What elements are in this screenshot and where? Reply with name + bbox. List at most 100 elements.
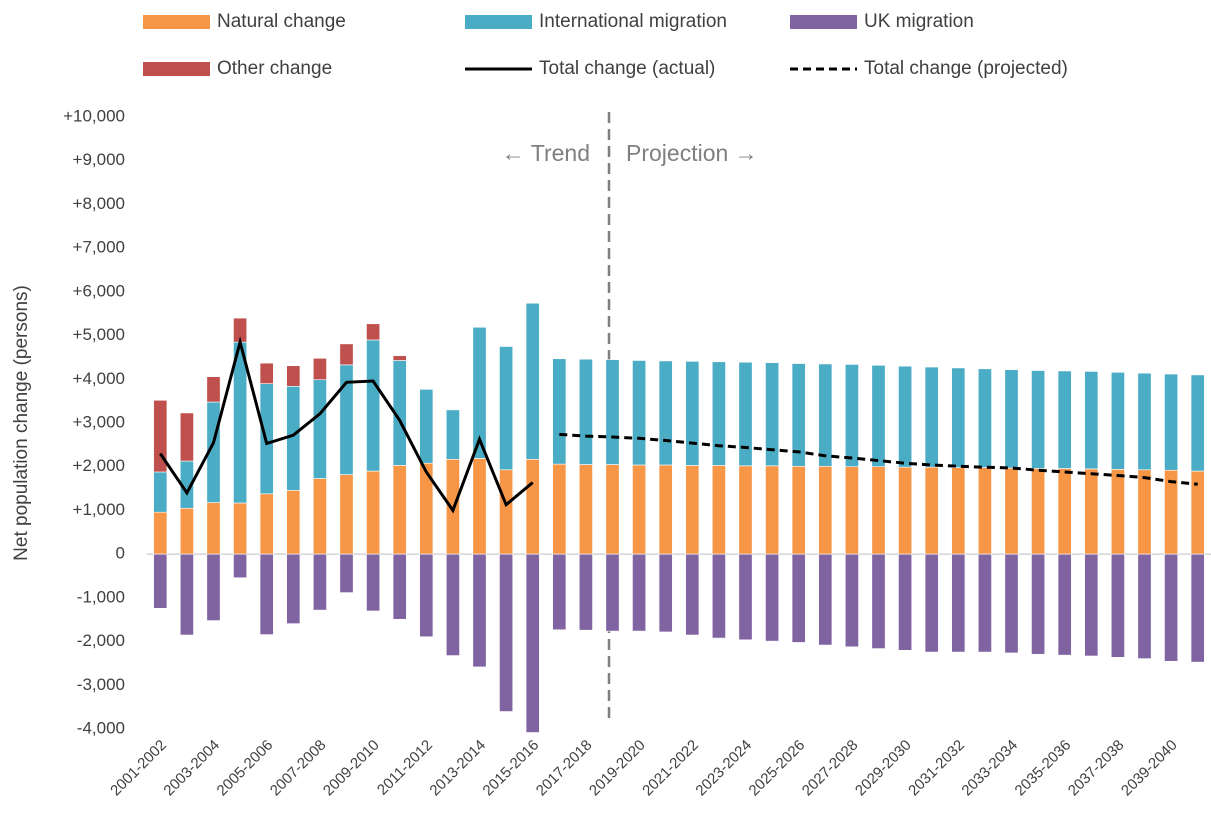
bar-segment (206, 502, 221, 555)
bar-segment (153, 553, 168, 609)
x-tick-label: 2023-2024 (692, 737, 755, 800)
bar-segment (578, 553, 593, 631)
bar-segment (632, 553, 647, 632)
y-tick-label: +3,000 (73, 412, 125, 431)
bar-segment (312, 478, 327, 555)
bar-segment (818, 465, 833, 555)
bar-segment (286, 365, 301, 387)
bar-segment (339, 553, 354, 593)
legend-label: Natural change (217, 11, 346, 32)
bar-segment (791, 363, 806, 467)
bar-segment (977, 553, 992, 653)
y-tick-label: +6,000 (73, 281, 125, 300)
x-tick-label: 2005-2006 (214, 737, 277, 800)
x-tick-label: 2009-2010 (320, 737, 383, 800)
line (559, 432, 1198, 486)
bar-segment (738, 553, 753, 641)
y-axis-title: Net population change (persons) (11, 285, 32, 561)
y-tick-label: -3,000 (77, 675, 125, 694)
bar-segment (898, 466, 913, 555)
bar-segment (259, 553, 274, 635)
bar-segment (738, 465, 753, 555)
bar-segment (1110, 371, 1125, 470)
bar-segment (1190, 374, 1205, 472)
bar-segment (658, 553, 673, 633)
bar-segment (871, 364, 886, 468)
x-tick-label: 2027-2028 (799, 737, 862, 800)
x-tick-label: 2003-2004 (160, 737, 223, 800)
bar-segment (392, 553, 407, 620)
bar-segment (791, 465, 806, 555)
bar-segment (419, 389, 434, 464)
bar-segment (1110, 553, 1125, 658)
bar-segment (286, 385, 301, 491)
bar-segment (1031, 370, 1046, 469)
annotation: ← Trend (502, 140, 590, 166)
legend-swatch (143, 15, 210, 29)
bar-segment (765, 362, 780, 467)
bar-segment (765, 553, 780, 642)
bar-segment (206, 553, 221, 621)
bar-segment (711, 361, 726, 466)
bar-segment (685, 465, 700, 555)
bar-segment (552, 463, 567, 555)
x-tick-label: 2015-2016 (480, 737, 543, 800)
bar-segment (871, 466, 886, 555)
x-tick-label: 2019-2020 (586, 737, 649, 800)
y-tick-label: +9,000 (73, 150, 125, 169)
bar-segment (233, 341, 248, 504)
bar-segment (1164, 553, 1179, 662)
bar-segment (499, 553, 514, 712)
bar-segment (1164, 373, 1179, 471)
bar-segment (1084, 553, 1099, 657)
bar-segment (951, 467, 966, 555)
bar-segment (765, 465, 780, 555)
legend-label: International migration (539, 11, 727, 32)
y-tick-label: +1,000 (73, 500, 125, 519)
bar-segment (1110, 469, 1125, 555)
y-tick-label: +7,000 (73, 238, 125, 257)
x-tick-label: 2031-2032 (905, 737, 968, 800)
bar-segment (339, 474, 354, 555)
bar-segment (259, 362, 274, 384)
bar-segment (898, 365, 913, 468)
bar-segment (472, 326, 487, 459)
y-tick-label: +4,000 (73, 369, 125, 388)
bar-segment (818, 363, 833, 467)
legend-swatch (465, 15, 532, 29)
x-tick-label: 2013-2014 (426, 737, 489, 800)
bar-segment (419, 553, 434, 638)
y-tick-label: 0 (116, 544, 125, 563)
bar-segment (312, 358, 327, 381)
y-tick-label: +8,000 (73, 194, 125, 213)
bar-segment (233, 502, 248, 555)
bar-segment (1004, 553, 1019, 654)
bar-segment (951, 367, 966, 468)
bar-segment (632, 360, 647, 466)
legend-label: UK migration (864, 11, 974, 32)
bar-segment (685, 361, 700, 466)
y-tick-label: +2,000 (73, 456, 125, 475)
legend-swatch (143, 62, 210, 76)
legend-label: Other change (217, 58, 332, 79)
bar-segment (844, 364, 859, 468)
bar-segment (1057, 370, 1072, 469)
bar-segment (339, 343, 354, 366)
y-tick-label: -2,000 (77, 631, 125, 650)
bar-segment (605, 359, 620, 465)
bar-segment (445, 553, 460, 656)
bar-segment (1031, 553, 1046, 655)
bar-segment (366, 553, 381, 612)
bar-segment (632, 464, 647, 555)
x-tick-label: 2033-2034 (958, 737, 1021, 800)
bar-segment (605, 553, 620, 632)
bar-segment (552, 553, 567, 631)
bar-segment (924, 466, 939, 555)
bar-segment (153, 471, 168, 513)
bar-segment (1004, 467, 1019, 555)
x-tick-label: 2037-2038 (1065, 737, 1128, 800)
bar-segment (924, 553, 939, 653)
annotation: Projection → (626, 140, 758, 166)
bar-segment (1137, 553, 1152, 659)
